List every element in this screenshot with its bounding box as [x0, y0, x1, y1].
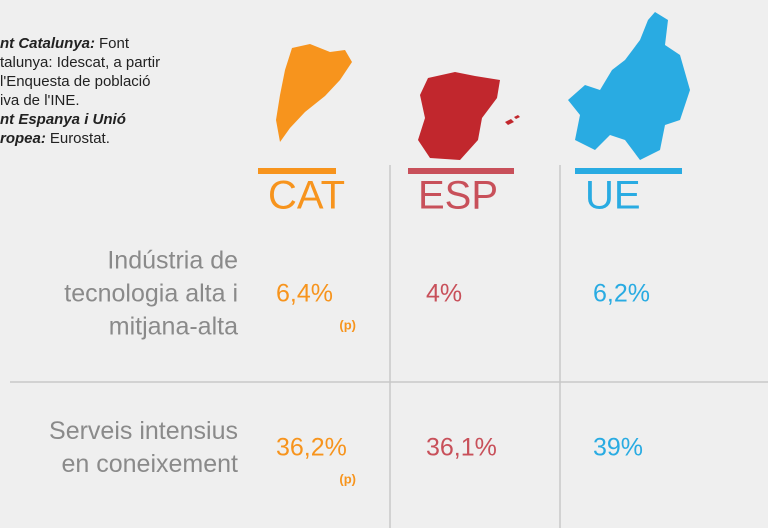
cell-value: 36,1% [426, 434, 497, 462]
row-label: en coneixement [61, 450, 238, 478]
note-bold: nt Espanya i Unió [0, 111, 126, 128]
column-header: UE [585, 174, 641, 218]
note-bold: nt Catalunya: [0, 35, 95, 52]
row-label: Serveis intensius [49, 417, 238, 445]
note-text: talunya: Idescat, a partir [0, 54, 160, 71]
note-line: ropea: Eurostat. [0, 130, 110, 147]
note-line: nt Espanya i Unió [0, 111, 126, 128]
note-text: l'Enquesta de població [0, 73, 150, 90]
column-header: CAT [268, 174, 345, 218]
note-text: Eurostat. [50, 130, 110, 147]
map-cat [276, 44, 352, 142]
cell-note: (p) [339, 471, 356, 486]
header-bar [408, 168, 514, 174]
header-bar [575, 168, 682, 174]
cell-value: 39% [593, 434, 643, 462]
row-label: mitjana-alta [109, 313, 238, 341]
cell-value: 6,4% [276, 280, 333, 308]
note-line: talunya: Idescat, a partir [0, 54, 160, 71]
row-label: tecnologia alta i [64, 280, 238, 308]
row-label: Indústria de [107, 247, 238, 275]
cell-value: 4% [426, 280, 462, 308]
column-header: ESP [418, 174, 498, 218]
note-line: iva de l'INE. [0, 92, 80, 109]
note-line: nt Catalunya: Font [0, 35, 130, 52]
map-esp [418, 72, 500, 160]
note-line: l'Enquesta de població [0, 73, 150, 90]
cell-value: 36,2% [276, 434, 347, 462]
cell-note: (p) [339, 317, 356, 332]
map-eu [568, 12, 690, 160]
note-text: iva de l'INE. [0, 92, 80, 109]
map-islands [505, 115, 520, 125]
cell-value: 6,2% [593, 280, 650, 308]
note-text: Font [99, 35, 130, 52]
header-bar [258, 168, 336, 174]
note-bold: ropea: [0, 130, 46, 147]
